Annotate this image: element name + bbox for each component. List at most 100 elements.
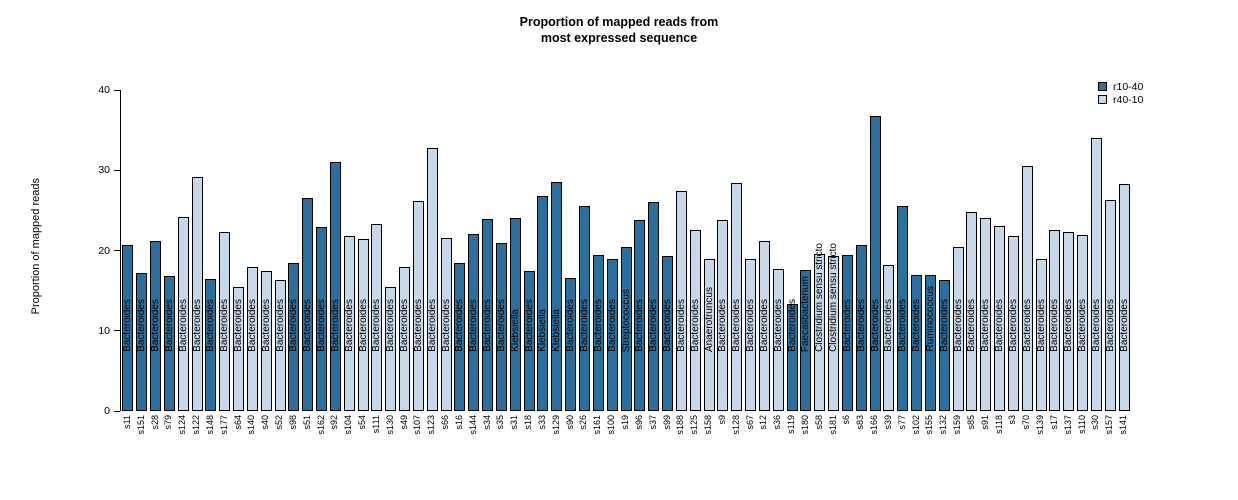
plot-area: 0 10 20 30 40 Bacteroides Bacteroides Bacteroid…	[98, 84, 1131, 417]
bar-genus-label: Bacteroides	[689, 299, 701, 352]
bar-genus-label: Bacteroides	[606, 299, 618, 352]
x-tick-label-s3: s3	[1007, 415, 1018, 425]
x-tick-label-s130: s130	[384, 415, 395, 435]
bar-s90	[565, 277, 577, 411]
bar-genus-label: Bacteroides	[1118, 299, 1130, 352]
bar-genus-label: Clostridium sensu stricto	[814, 243, 826, 352]
bar-genus-label: Bacteroides	[523, 299, 535, 352]
bar-s66	[440, 237, 452, 411]
x-tick-label-s39: s39	[882, 415, 893, 430]
bar-s28	[150, 240, 162, 411]
bar-genus-label: Bacteroides	[952, 299, 964, 352]
bar-genus-label: Bacteroides	[482, 299, 494, 352]
x-tick-label-s98: s98	[287, 415, 298, 430]
bar-s123	[426, 147, 438, 411]
bar-s129	[551, 181, 563, 411]
x-tick-label-s110: s110	[1076, 415, 1087, 434]
bar-s130	[385, 287, 397, 411]
bar-s102	[911, 274, 923, 411]
bar-genus-label: Bacteroides	[1063, 299, 1075, 352]
bar-s36	[772, 268, 784, 411]
bar-s125	[689, 230, 701, 411]
x-tick-label-s35: s35	[495, 415, 506, 430]
x-tick-label-s19: s19	[620, 415, 630, 430]
x-tick-label-s161: s161	[592, 415, 603, 435]
bar-genus-label: Bacteroides	[911, 299, 923, 352]
x-tick-label-s140: s140	[246, 415, 257, 435]
x-tick-label-s137: s137	[1062, 415, 1073, 435]
x-tick-label-s92: s92	[329, 415, 340, 430]
x-tick-label-s159: s159	[952, 415, 963, 435]
bar-s19	[620, 247, 632, 411]
bar-s26	[578, 206, 590, 411]
bar-s85	[966, 211, 978, 411]
bar-genus-label: Bacteroides	[454, 299, 466, 352]
bar-s124	[177, 216, 189, 411]
bar-s99	[662, 256, 673, 411]
bar-genus-label: Bacteroides	[786, 299, 798, 352]
x-tick-label-s49: s49	[398, 415, 409, 430]
x-tick-label-s40: s40	[260, 415, 271, 430]
x-tick-label-s90: s90	[564, 415, 575, 430]
bar-genus-label: Bacteroides	[675, 299, 687, 352]
x-tick-label-s6: s6	[841, 415, 852, 425]
x-tick-label-s64: s64	[232, 415, 243, 430]
bar-s96	[634, 220, 646, 411]
x-tick-label-s166: s166	[869, 415, 880, 435]
bar-genus-label: Bacteroides	[1104, 299, 1116, 352]
x-tick-label-s51: s51	[301, 415, 312, 430]
bar-s83	[855, 244, 867, 411]
bar-genus-label: Bacteroides	[994, 299, 1006, 352]
x-axis-labels: s11 s151 s28 s79 s124 s122 s148 s177 s64 s140 s40 s…	[120, 415, 1130, 495]
bar-s30	[1090, 138, 1102, 411]
bar-genus-label: Bacteroides	[565, 299, 577, 352]
bar-genus-label: Bacteroides	[1077, 299, 1089, 352]
bar-s33	[537, 195, 549, 411]
bar-genus-label: Bacteroides	[578, 299, 590, 352]
bar-genus-label: Bacteroides	[883, 299, 895, 352]
x-tick-label-s17: s17	[1048, 415, 1059, 430]
bar-s11	[122, 244, 134, 411]
bar-s6	[841, 255, 853, 411]
x-tick-label-s67: s67	[744, 415, 755, 430]
bar-genus-label: Ruminococcus	[924, 286, 936, 352]
x-tick-label-s111: s111	[370, 415, 381, 434]
x-tick-label-s18: s18	[523, 415, 534, 430]
x-tick-label-s31: s31	[509, 415, 520, 430]
bar-genus-label: Bacteroides	[136, 299, 148, 352]
bar-genus-label: Klebsiella	[509, 309, 521, 352]
bar-genus-label: Bacteroides	[150, 299, 162, 352]
bar-s77	[897, 206, 909, 411]
bar-genus-label: Bacteroides	[897, 299, 909, 352]
x-tick-label-s157: s157	[1104, 415, 1115, 435]
x-tick-label-s180: s180	[799, 415, 810, 435]
y-tick-label: 20	[98, 244, 110, 257]
bar-genus-label: Bacteroides	[634, 299, 646, 352]
bar-s141	[1118, 183, 1130, 411]
bar-s159	[952, 247, 964, 411]
bar-s9	[717, 220, 729, 411]
bar-s70	[1021, 166, 1033, 411]
chart-title-line2: most expressed sequence	[540, 31, 698, 45]
bar-genus-label: Bacteroides	[371, 299, 383, 352]
bar-genus-label: Bacteroides	[246, 299, 258, 352]
bar-genus-label: Bacteroides	[758, 299, 770, 352]
x-tick-label-s34: s34	[481, 415, 492, 430]
x-tick-label-s83: s83	[855, 415, 866, 430]
legend-row-r10-40: r10-40	[1098, 80, 1143, 93]
bar-s107	[412, 200, 424, 411]
x-tick-label-s37: s37	[647, 415, 658, 430]
x-tick-label-s85: s85	[965, 415, 976, 430]
bar-s188	[675, 191, 687, 411]
y-tick-label: 0	[104, 405, 110, 417]
bar-s51	[302, 198, 314, 411]
bar-genus-label: Streptococcus	[620, 288, 632, 352]
legend-swatch-dark	[1098, 82, 1107, 91]
bar-s17	[1049, 229, 1061, 411]
bar-s98	[288, 263, 300, 411]
x-tick-label-s141: s141	[1118, 415, 1129, 435]
bar-genus-label: Bacteroides	[274, 299, 286, 352]
legend-label: r10-40	[1113, 80, 1144, 93]
bar-s144	[468, 234, 480, 411]
bar-s58	[814, 253, 826, 411]
